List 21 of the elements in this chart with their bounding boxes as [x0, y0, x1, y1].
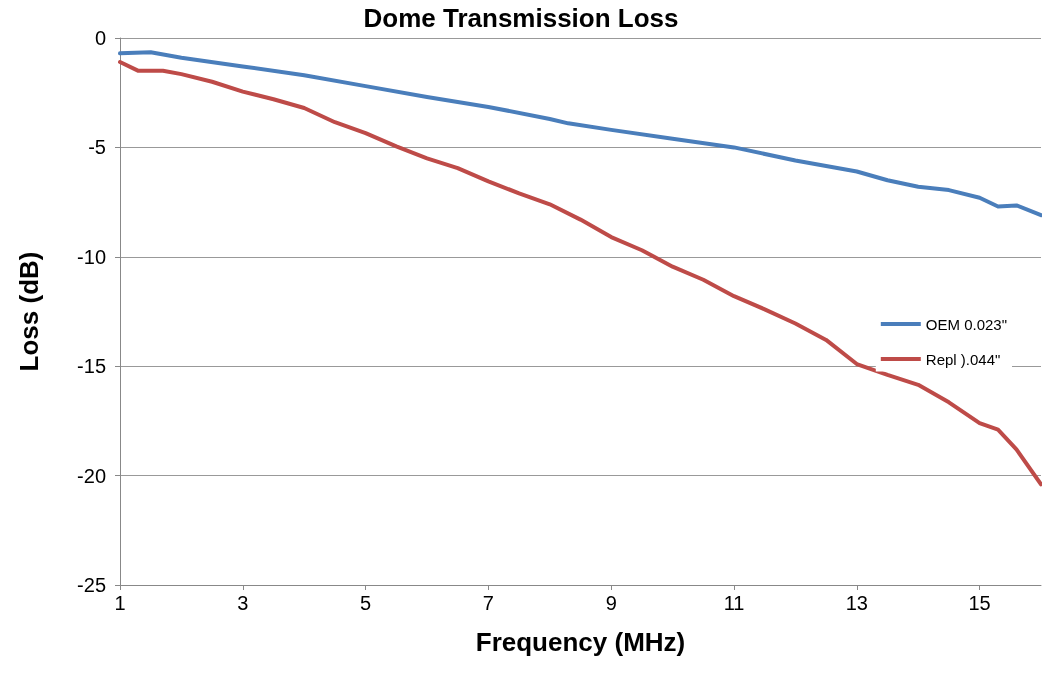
y-tick-label: -10: [77, 245, 106, 268]
y-tick-label: -5: [88, 136, 106, 159]
y-tick-label: 0: [94, 27, 106, 49]
y-tick-label: -20: [77, 464, 106, 487]
x-tick-label: 13: [845, 592, 868, 614]
y-tick-label: -15: [77, 355, 106, 378]
x-tick-label: 5: [360, 592, 372, 614]
legend-label: Repl ).044": [925, 350, 1001, 368]
x-tick-label: 11: [723, 592, 745, 614]
x-tick-label: 7: [482, 592, 494, 614]
x-axis-title: Frequency (MHz): [475, 627, 686, 657]
y-axis-title: Loss (dB): [14, 251, 44, 372]
chart-title: Dome Transmission Loss: [363, 3, 679, 33]
x-tick-label: 3: [237, 592, 249, 614]
line-series: [118, 50, 1042, 218]
legend-label: OEM 0.023": [925, 315, 1008, 333]
x-tick-label: 15: [968, 592, 991, 614]
y-tick-label: -25: [77, 574, 106, 596]
x-tick-label: 9: [605, 592, 617, 614]
line-series: [118, 60, 1042, 487]
x-tick-label: 1: [114, 592, 126, 614]
